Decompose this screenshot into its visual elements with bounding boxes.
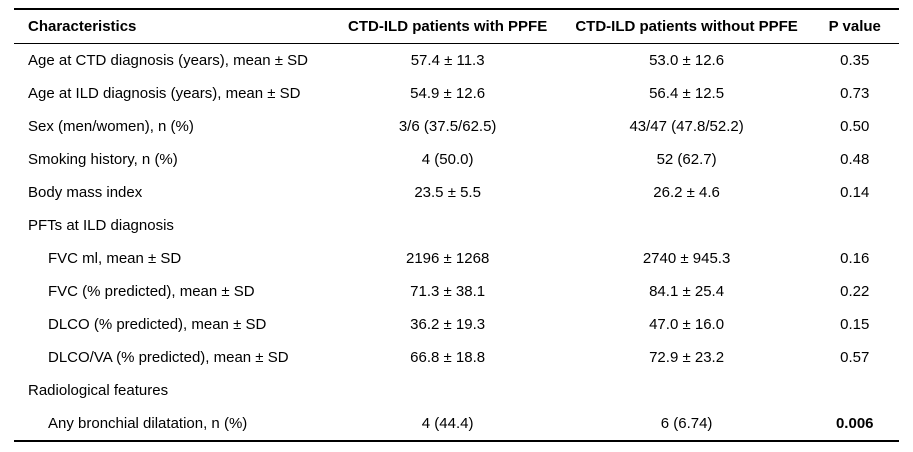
p-value [810, 209, 899, 242]
p-value [810, 374, 899, 407]
header-row: Characteristics CTD-ILD patients with PP… [14, 9, 899, 44]
without-ppfe-value [563, 209, 811, 242]
table-row: DLCO/VA (% predicted), mean ± SD 66.8 ± … [14, 341, 899, 374]
p-value: 0.73 [840, 85, 870, 102]
column-header-characteristics: Characteristics [14, 9, 333, 44]
row-label: FVC (% predicted), mean ± SD [48, 283, 255, 300]
row-label: Any bronchial dilatation, n (%) [48, 415, 248, 432]
without-ppfe-value: 47.0 ± 16.0 [649, 316, 725, 333]
row-label: Smoking history, n (%) [28, 151, 178, 168]
p-value: 0.48 [840, 151, 870, 168]
column-header-p-value: P value [810, 9, 899, 44]
without-ppfe-value: 72.9 ± 23.2 [649, 349, 725, 366]
section-label: PFTs at ILD diagnosis [28, 217, 174, 234]
with-ppfe-value: 54.9 ± 12.6 [410, 85, 486, 102]
row-label: FVC ml, mean ± SD [48, 250, 182, 267]
with-ppfe-value [333, 209, 563, 242]
column-header-with-ppfe: CTD-ILD patients with PPFE [332, 9, 563, 44]
without-ppfe-value: 26.2 ± 4.6 [653, 184, 720, 201]
table-row: Any bronchial dilatation, n (%) 4 (44.4)… [14, 407, 899, 441]
p-value: 0.15 [840, 316, 870, 333]
without-ppfe-value [563, 374, 811, 407]
p-value: 0.57 [840, 349, 870, 366]
p-value: 0.16 [840, 250, 870, 267]
with-ppfe-value: 4 (44.4) [421, 415, 474, 432]
p-value: 0.50 [840, 118, 870, 135]
table-row: DLCO (% predicted), mean ± SD 36.2 ± 19.… [14, 308, 899, 341]
row-label: Age at ILD diagnosis (years), mean ± SD [28, 85, 301, 102]
with-ppfe-value [333, 374, 563, 407]
table-row: FVC ml, mean ± SD 2196 ± 1268 2740 ± 945… [14, 242, 899, 275]
p-value: 0.35 [840, 52, 870, 69]
table-row: Smoking history, n (%) 4 (50.0) 52 (62.7… [14, 143, 899, 176]
section-label: Radiological features [28, 382, 169, 399]
with-ppfe-value: 36.2 ± 19.3 [410, 316, 486, 333]
without-ppfe-value: 2740 ± 945.3 [642, 250, 731, 267]
table-row: FVC (% predicted), mean ± SD 71.3 ± 38.1… [14, 275, 899, 308]
without-ppfe-value: 6 (6.74) [660, 415, 713, 432]
with-ppfe-value: 71.3 ± 38.1 [410, 283, 486, 300]
p-value: 0.006 [835, 415, 874, 432]
row-label: Body mass index [28, 184, 143, 201]
row-label: Sex (men/women), n (%) [28, 118, 194, 135]
with-ppfe-value: 3/6 (37.5/62.5) [398, 118, 497, 135]
with-ppfe-value: 23.5 ± 5.5 [414, 184, 481, 201]
with-ppfe-value: 66.8 ± 18.8 [410, 349, 486, 366]
p-value: 0.14 [840, 184, 870, 201]
with-ppfe-value: 2196 ± 1268 [405, 250, 490, 267]
without-ppfe-value: 52 (62.7) [656, 151, 717, 168]
table-row: Age at ILD diagnosis (years), mean ± SD … [14, 77, 899, 110]
without-ppfe-value: 84.1 ± 25.4 [649, 283, 725, 300]
table-row: Age at CTD diagnosis (years), mean ± SD … [14, 44, 899, 78]
without-ppfe-value: 43/47 (47.8/52.2) [629, 118, 744, 135]
without-ppfe-value: 56.4 ± 12.5 [649, 85, 725, 102]
row-label: DLCO/VA (% predicted), mean ± SD [48, 349, 289, 366]
row-label: DLCO (% predicted), mean ± SD [48, 316, 267, 333]
p-value: 0.22 [840, 283, 870, 300]
characteristics-table: Characteristics CTD-ILD patients with PP… [14, 8, 899, 442]
with-ppfe-value: 57.4 ± 11.3 [410, 52, 485, 69]
table-row: Body mass index 23.5 ± 5.5 26.2 ± 4.6 0.… [14, 176, 899, 209]
patient-characteristics-table: Characteristics CTD-ILD patients with PP… [14, 8, 899, 442]
section-row: Radiological features [14, 374, 899, 407]
with-ppfe-value: 4 (50.0) [421, 151, 474, 168]
row-label: Age at CTD diagnosis (years), mean ± SD [28, 52, 309, 69]
without-ppfe-value: 53.0 ± 12.6 [649, 52, 725, 69]
table-row: Sex (men/women), n (%) 3/6 (37.5/62.5) 4… [14, 110, 899, 143]
section-row: PFTs at ILD diagnosis [14, 209, 899, 242]
column-header-without-ppfe: CTD-ILD patients without PPFE [562, 9, 811, 44]
